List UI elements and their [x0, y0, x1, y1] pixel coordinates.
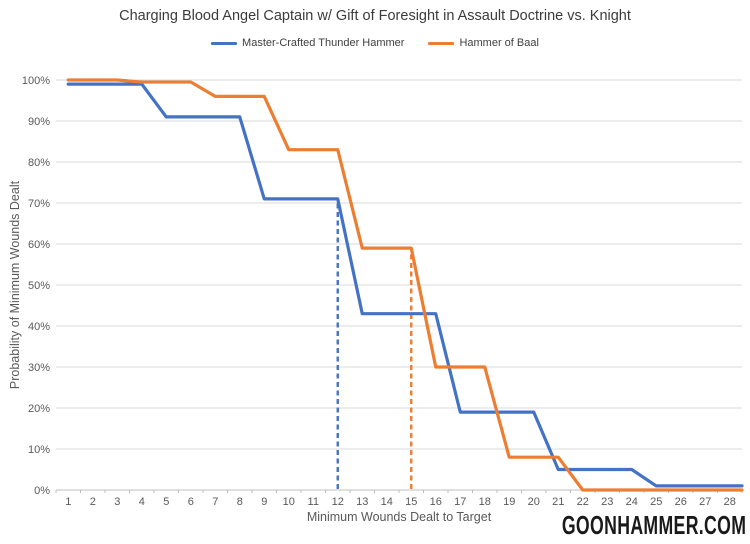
x-tick-label: 13: [356, 496, 368, 508]
x-tick-label: 9: [261, 496, 267, 508]
x-tick-label: 17: [454, 496, 466, 508]
y-tick-label: 20%: [28, 403, 50, 415]
x-tick-label: 23: [601, 496, 613, 508]
x-tick-label: 14: [381, 496, 393, 508]
legend-item-hammer-of-baal: Hammer of Baal: [428, 37, 539, 49]
x-axis-title: Minimum Wounds Dealt to Target: [306, 510, 492, 524]
y-tick-label: 0%: [34, 485, 50, 497]
x-tick-label: 24: [626, 496, 638, 508]
legend-item-master-crafted-thunder-hammer: Master-Crafted Thunder Hammer: [211, 37, 404, 49]
goonhammer-watermark: GOONHAMMER.COM: [561, 510, 746, 540]
x-tick-label: 7: [212, 496, 218, 508]
x-tick-label: 27: [699, 496, 711, 508]
y-tick-label: 10%: [28, 444, 50, 456]
y-tick-label: 70%: [28, 198, 50, 210]
y-tick-label: 80%: [28, 157, 50, 169]
x-tick-label: 21: [552, 496, 564, 508]
x-tick-label: 25: [650, 496, 662, 508]
legend-label: Hammer of Baal: [459, 37, 539, 49]
x-tick-label: 16: [430, 496, 442, 508]
x-tick-label: 4: [139, 496, 145, 508]
x-tick-label: 19: [503, 496, 515, 508]
y-tick-label: 60%: [28, 239, 50, 251]
legend-line-swatch-blue: [211, 41, 238, 45]
x-tick-label: 8: [237, 496, 243, 508]
y-tick-label: 50%: [28, 280, 50, 292]
y-axis-title: Probability of Minimum Wounds Dealt: [8, 180, 22, 390]
x-tick-label: 10: [283, 496, 295, 508]
x-tick-label: 22: [577, 496, 589, 508]
y-tick-label: 30%: [28, 362, 50, 374]
series-line-master-crafted-thunder-hammer: [66, 82, 744, 488]
x-tick-label: 18: [479, 496, 491, 508]
x-tick-label: 6: [188, 496, 194, 508]
x-tick-label: 1: [65, 496, 71, 508]
x-tick-label: 2: [90, 496, 96, 508]
x-tick-label: 5: [163, 496, 169, 508]
series-line-hammer-of-baal: [66, 78, 744, 492]
legend-line-swatch-orange: [428, 41, 455, 45]
y-tick-label: 100%: [22, 75, 50, 87]
x-tick-label: 15: [405, 496, 417, 508]
y-tick-label: 40%: [28, 321, 50, 333]
chart-title: Charging Blood Angel Captain w/ Gift of …: [119, 8, 631, 24]
y-tick-label: 90%: [28, 116, 50, 128]
legend-label: Master-Crafted Thunder Hammer: [242, 37, 405, 49]
x-tick-label: 11: [308, 496, 319, 508]
x-tick-label: 28: [724, 496, 736, 508]
x-tick-label: 20: [528, 496, 540, 508]
x-tick-label: 12: [332, 496, 344, 508]
x-tick-label: 26: [675, 496, 687, 508]
legend: Master-Crafted Thunder Hammer Hammer of …: [0, 37, 750, 49]
x-tick-label: 3: [114, 496, 120, 508]
